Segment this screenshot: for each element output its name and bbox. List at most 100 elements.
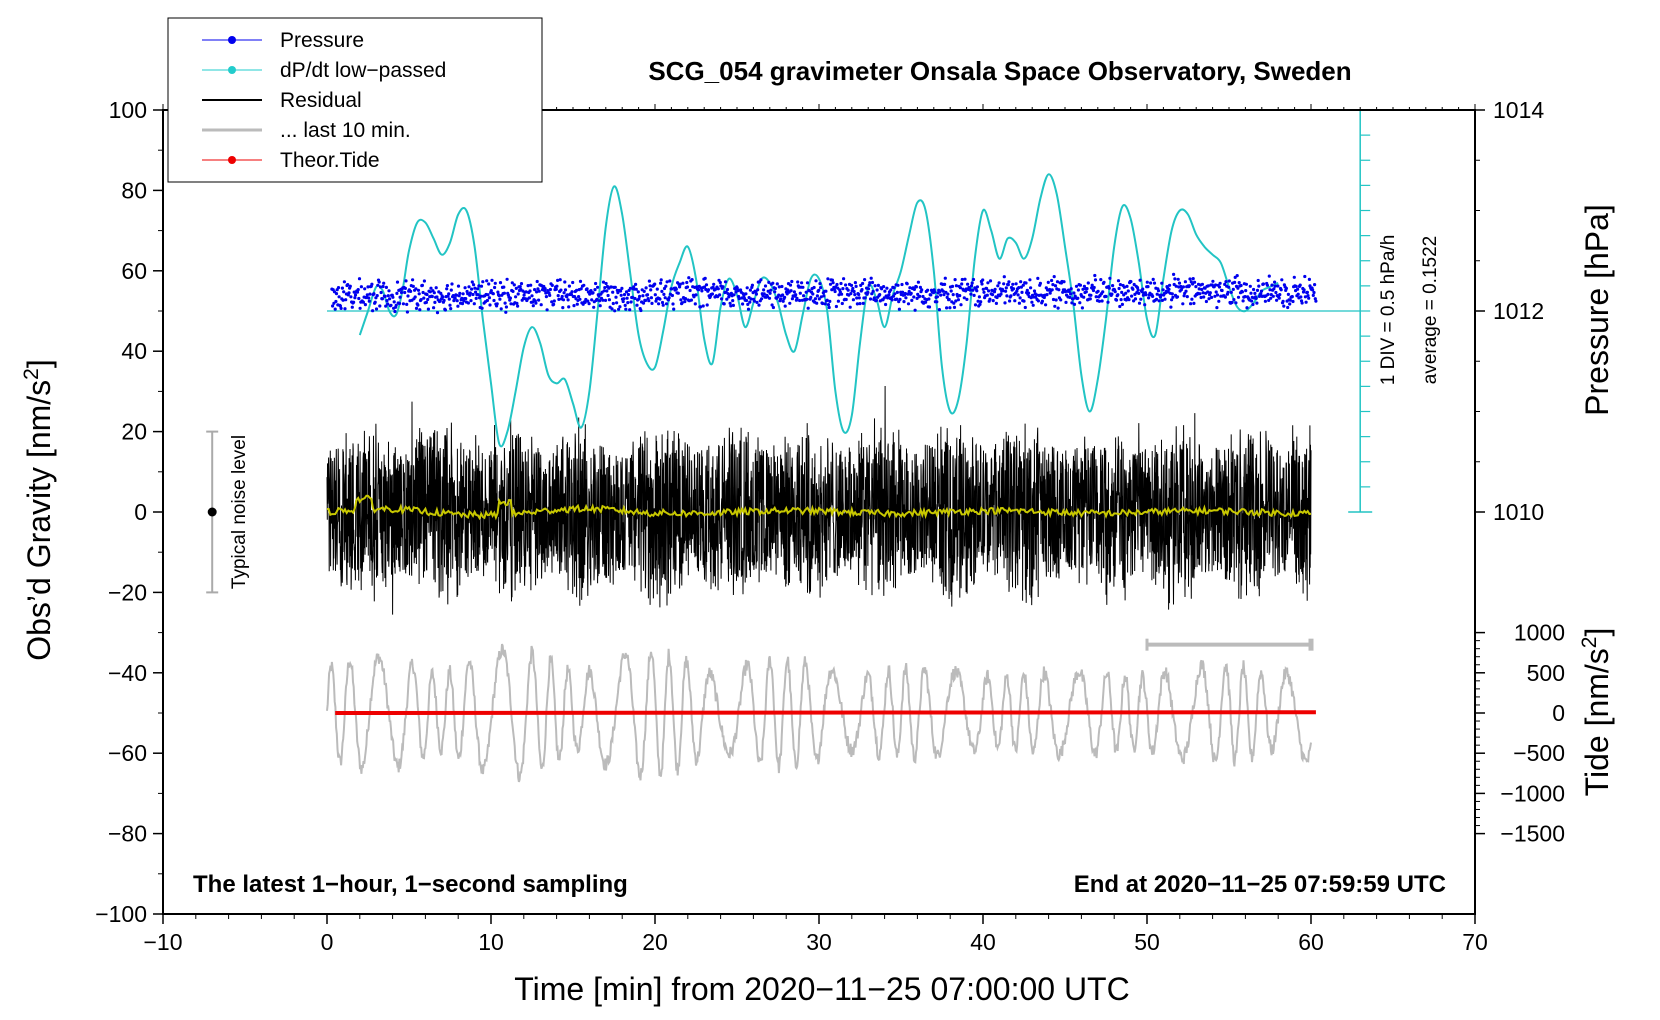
pressure-point <box>1052 275 1056 279</box>
pressure-point <box>674 287 678 291</box>
pressure-point <box>840 292 844 296</box>
pressure-point <box>700 289 704 293</box>
pressure-point <box>1236 286 1240 290</box>
pressure-point <box>642 289 646 293</box>
pressure-point <box>1137 301 1142 305</box>
pressure-point <box>735 286 739 290</box>
pressure-point <box>731 299 735 303</box>
pressure-point <box>1135 286 1140 290</box>
series-layer <box>206 109 1373 783</box>
pressure-point <box>352 300 356 304</box>
pressure-point <box>537 298 541 302</box>
pressure-point <box>1004 286 1008 290</box>
pressure-point <box>455 299 459 303</box>
pressure-point <box>1160 281 1164 285</box>
pressure-point <box>603 298 608 302</box>
pressure-point <box>340 286 344 290</box>
pressure-point <box>986 281 990 285</box>
pressure-point <box>874 298 879 302</box>
pressure-point <box>490 278 494 282</box>
pressure-point <box>685 280 689 285</box>
theor-tide-line <box>335 710 1316 715</box>
pressure-point <box>721 285 725 289</box>
pressure-point <box>1187 284 1191 288</box>
pressure-point <box>1029 296 1033 300</box>
pressure-point <box>1099 278 1103 282</box>
pressure-point <box>1181 302 1185 306</box>
chart-title: SCG_054 gravimeter Onsala Space Observat… <box>648 56 1351 86</box>
pressure-point <box>601 298 605 302</box>
pressure-point <box>449 307 453 311</box>
pressure-point <box>681 281 685 285</box>
pressure-point <box>1008 299 1012 303</box>
pressure-point <box>1182 294 1186 298</box>
pressure-point <box>1215 306 1219 310</box>
pressure-point <box>798 291 802 295</box>
pressure-point <box>1144 293 1148 297</box>
pressure-point <box>798 298 802 303</box>
pressure-point <box>416 288 421 292</box>
pressure-point <box>725 287 730 292</box>
pressure-point <box>830 278 835 282</box>
pressure-point <box>561 306 565 310</box>
pressure-point <box>556 294 560 298</box>
pressure-point <box>762 292 766 296</box>
pressure-point <box>855 302 860 306</box>
pressure-point <box>641 294 645 298</box>
pressure-point <box>683 300 687 304</box>
pressure-point <box>704 283 709 287</box>
pressure-point <box>664 302 669 306</box>
pressure-point <box>1277 296 1281 300</box>
pressure-point <box>511 289 515 293</box>
x-tick-label: −10 <box>143 929 182 955</box>
pressure-point <box>1074 284 1079 288</box>
pressure-point <box>572 304 576 308</box>
y-tick-label: −40 <box>108 660 147 686</box>
pressure-point <box>504 310 508 314</box>
pressure-point <box>898 297 902 301</box>
pressure-point <box>1255 301 1259 305</box>
pressure-point <box>597 294 601 298</box>
pressure-point <box>1215 293 1220 297</box>
pressure-point <box>347 291 351 295</box>
pressure-point <box>929 293 933 297</box>
pressure-point <box>918 285 923 289</box>
pressure-point <box>1156 289 1161 293</box>
pressure-point <box>825 298 829 302</box>
pressure-point <box>653 282 657 286</box>
pressure-point <box>1114 298 1119 302</box>
pressure-point <box>601 280 606 284</box>
tide-tick-label: −1500 <box>1500 821 1565 847</box>
pressure-point <box>1176 277 1180 281</box>
pressure-point <box>1102 280 1106 284</box>
pressure-point <box>1113 290 1117 294</box>
pressure-point <box>1171 295 1175 299</box>
pressure-point <box>458 291 462 295</box>
pressure-point <box>980 282 984 286</box>
pressure-point <box>1294 284 1298 288</box>
pressure-point <box>338 304 342 308</box>
pressure-point <box>645 293 650 297</box>
pressure-point <box>985 293 989 297</box>
pressure-point <box>485 279 489 283</box>
pressure-point <box>435 311 440 315</box>
pressure-point <box>815 301 819 305</box>
pressure-point <box>587 302 591 306</box>
pressure-point <box>375 294 379 298</box>
end-time-note: End at 2020−11−25 07:59:59 UTC <box>1074 871 1446 898</box>
pressure-point <box>870 280 875 285</box>
pressure-point <box>622 293 627 297</box>
pressure-point <box>395 280 400 284</box>
pressure-point <box>367 296 371 300</box>
pressure-point <box>854 284 858 288</box>
pressure-point <box>414 306 419 310</box>
pressure-point <box>638 294 642 298</box>
pressure-point <box>885 286 889 290</box>
pressure-point <box>603 286 607 290</box>
pressure-point <box>583 300 587 304</box>
pressure-point <box>852 289 856 294</box>
pressure-point <box>766 289 770 293</box>
pressure-point <box>414 287 418 291</box>
pressure-point <box>560 294 564 299</box>
pressure-point <box>976 299 980 303</box>
